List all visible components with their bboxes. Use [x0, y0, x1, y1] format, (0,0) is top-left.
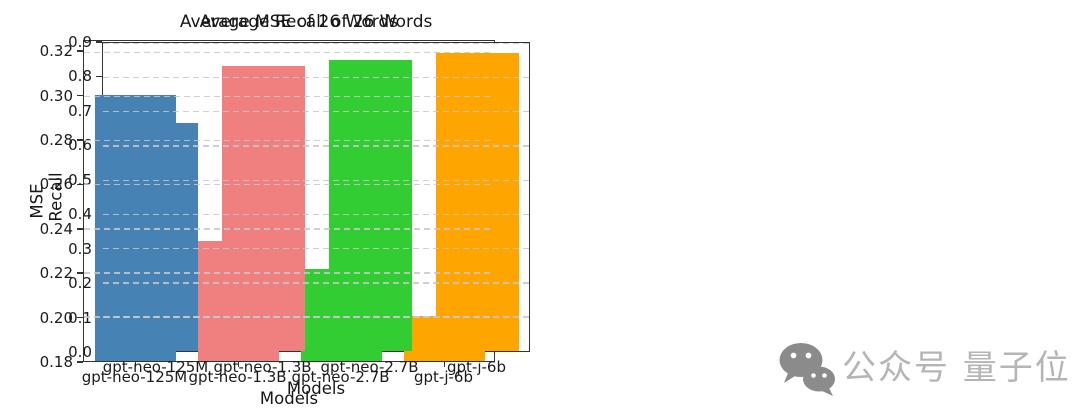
y-tick-mark — [77, 50, 83, 52]
bar-gpt-neo-125M — [114, 123, 199, 351]
x-tick-label: gpt-neo-1.3B — [213, 358, 312, 376]
gridline — [84, 51, 494, 54]
x-tick-label: gpt-j-6b — [447, 358, 506, 376]
x-tick-mark — [443, 362, 445, 367]
watermark-text: 公众号 量子位 — [842, 348, 1071, 388]
x-tick-mark — [340, 362, 342, 367]
y-tick-label: 0.24 — [39, 219, 73, 238]
gridline — [103, 76, 529, 79]
watermark: 公众号 量子位 — [778, 341, 1071, 397]
y-tick-label: 0.1 — [68, 308, 92, 327]
x-tick-label: gpt-neo-125M — [102, 358, 209, 376]
gridline — [103, 145, 529, 147]
y-tick-mark — [96, 41, 102, 43]
gridline — [103, 316, 529, 318]
y-tick-label: 0.6 — [68, 136, 92, 155]
gridline — [103, 111, 529, 113]
chart-title: Average MSE of 26 Words — [179, 12, 399, 32]
bar-gpt-j-6b — [435, 52, 520, 351]
bar-gpt-neo-1.3B — [221, 65, 306, 351]
gridline — [103, 282, 529, 284]
y-tick-label: 0.32 — [39, 42, 73, 61]
gridline — [103, 42, 529, 44]
x-tick-label: gpt-neo-2.7B — [291, 368, 390, 386]
y-tick-label: 0.28 — [39, 130, 73, 149]
x-tick-mark — [237, 362, 239, 367]
gridline — [84, 184, 494, 186]
y-tick-label: 0.3 — [68, 239, 92, 258]
gridline — [103, 213, 529, 216]
y-tick-label: 0.18 — [39, 353, 73, 371]
y-tick-label: 0.26 — [39, 175, 73, 194]
y-tick-label: 0.0 — [68, 343, 92, 361]
wechat-icon — [779, 343, 835, 396]
y-tick-mark — [77, 94, 83, 97]
x-tick-label: gpt-j-6b — [414, 368, 473, 386]
x-axis-label: Models — [286, 379, 346, 398]
bar-gpt-neo-2.7B — [328, 60, 413, 351]
y-tick-mark — [77, 272, 83, 274]
y-tick-label: 0.8 — [68, 67, 92, 86]
gridline — [84, 228, 494, 230]
y-tick-label: 0.2 — [68, 274, 92, 293]
x-tick-label: gpt-neo-2.7B — [320, 358, 419, 376]
x-axis-label: Models — [259, 389, 319, 408]
y-tick-label: 0.9 — [68, 33, 92, 51]
y-tick-label: 0.7 — [68, 101, 92, 120]
gridline — [103, 179, 529, 181]
y-tick-label: 0.20 — [39, 308, 73, 327]
y-tick-mark — [77, 228, 83, 230]
y-tick-label: 0.4 — [68, 205, 92, 224]
chart-title: Average Recall of 26 Words — [199, 12, 433, 32]
y-tick-label: 0.5 — [68, 170, 92, 189]
y-tick-label: 0.30 — [39, 86, 73, 105]
gridline — [84, 272, 494, 274]
x-tick-mark — [134, 362, 136, 367]
y-tick-mark — [77, 361, 83, 363]
x-tick-label: gpt-neo-1.3B — [188, 368, 287, 386]
x-tick-label: gpt-neo-125M — [81, 368, 188, 386]
y-tick-mark — [77, 183, 83, 186]
gridline — [84, 139, 494, 142]
gridline — [103, 247, 529, 250]
y-tick-mark — [77, 316, 83, 319]
y-tick-mark — [96, 75, 102, 78]
gridline — [84, 95, 494, 98]
y-tick-label: 0.22 — [39, 264, 73, 283]
y-tick-mark — [77, 139, 83, 141]
